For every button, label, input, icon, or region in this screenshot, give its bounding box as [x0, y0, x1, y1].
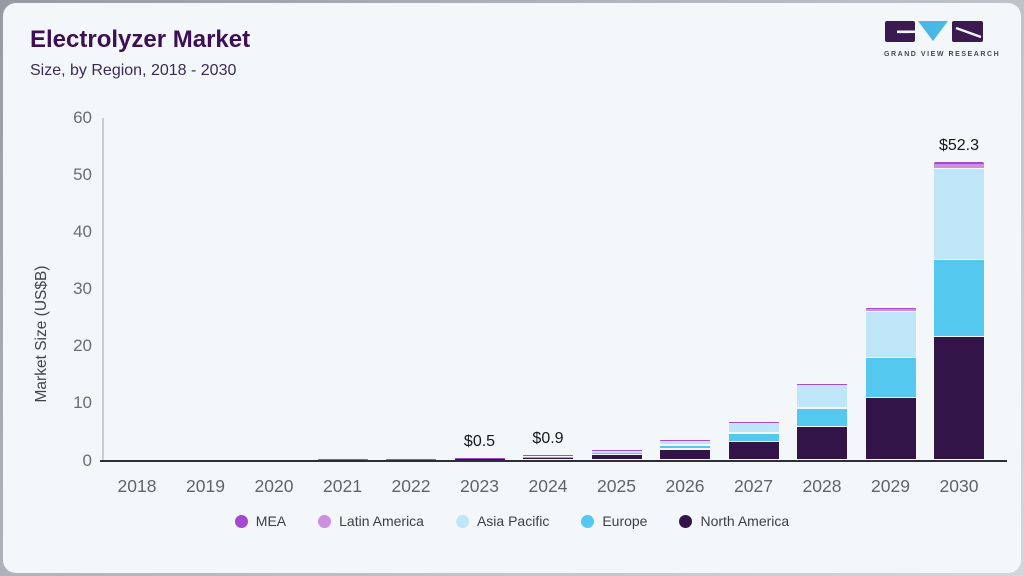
x-tick-label-2026: 2026	[665, 476, 705, 496]
bar-segment-europe-2024	[523, 456, 573, 458]
bar-segment-mea-2025	[591, 450, 642, 452]
gvr-logo-icon	[885, 21, 983, 42]
bar-segment-latin-america-2030	[934, 163, 984, 169]
bar-segment-mea-2022	[386, 458, 436, 460]
legend-dot-icon	[581, 514, 595, 528]
bar-segment-north-america-2029	[865, 397, 916, 460]
bar-segment-mea-2024	[523, 455, 573, 457]
bar-segment-europe-2028	[797, 408, 847, 427]
legend-label: North America	[700, 513, 790, 529]
x-tick-label-2027: 2027	[734, 476, 773, 496]
bar-segment-asia-pacific-2026	[660, 439, 710, 445]
y-axis-line	[102, 118, 104, 461]
x-tick-label-2023: 2023	[460, 476, 499, 496]
x-tick-label-2020: 2020	[254, 476, 294, 496]
bar-value-label-2024: $0.9	[532, 430, 564, 448]
bar-segment-europe-2029	[865, 357, 916, 397]
page-subtitle: Size, by Region, 2018 - 2030	[30, 62, 237, 79]
x-tick-label-2025: 2025	[597, 476, 636, 496]
bar-segment-mea-2029	[865, 308, 916, 309]
legend-item-north-america: North America	[679, 513, 789, 529]
gvr-logo: GRAND VIEW RESEARCH	[884, 20, 1001, 58]
legend-label: MEA	[255, 513, 287, 529]
legend-label: Europe	[602, 513, 648, 529]
x-axis-line	[100, 459, 1007, 462]
bar-value-label-2023: $0.5	[463, 432, 496, 450]
bar-segment-mea-2030	[934, 161, 984, 164]
bar-segment-north-america-2025	[591, 454, 642, 460]
x-tick-label-2024: 2024	[528, 476, 568, 496]
legend-dot-icon	[318, 514, 332, 528]
legend-dot-icon	[455, 514, 469, 528]
bar-segment-mea-2026	[660, 439, 710, 441]
bar-segment-europe-2025	[591, 452, 642, 455]
legend-item-latin-america: Latin America	[318, 513, 424, 529]
bar-segment-north-america-2026	[660, 449, 710, 460]
chart-card	[3, 3, 1021, 573]
bar-segment-north-america-2030	[934, 337, 984, 460]
bar-segment-asia-pacific-2028	[797, 384, 847, 408]
gvr-logo-caption: GRAND VIEW RESEARCH	[884, 51, 1001, 58]
x-tick-label-2021: 2021	[323, 476, 362, 496]
bar-segment-mea-2023	[454, 457, 505, 459]
legend-item-mea: MEA	[234, 513, 287, 529]
y-tick-label: 0	[82, 450, 92, 470]
bar-segment-north-america-2024	[523, 457, 573, 460]
x-tick-label-2030: 2030	[939, 476, 979, 496]
y-tick-label: 50	[73, 165, 92, 185]
y-tick-label: 10	[73, 393, 92, 413]
bar-segment-europe-2030	[934, 260, 984, 336]
bar-segment-north-america-2028	[797, 427, 847, 460]
bar-segment-europe-2026	[660, 445, 710, 449]
bar-segment-north-america-2027	[728, 442, 779, 460]
legend-dot-icon	[234, 514, 248, 528]
x-tick-label-2018: 2018	[117, 476, 157, 496]
y-tick-label: 60	[73, 108, 92, 127]
bar-value-label-2030: $52.3	[938, 136, 980, 154]
x-tick-label-2029: 2029	[871, 476, 910, 496]
bar-segment-asia-pacific-2029	[865, 312, 916, 357]
legend-label: Latin America	[339, 513, 424, 529]
bar-segment-mea-2028	[797, 383, 847, 385]
legend-item-europe: Europe	[581, 513, 647, 529]
legend-dot-icon	[679, 514, 693, 528]
bar-segment-europe-2023	[454, 458, 505, 460]
bar-segment-asia-pacific-2027	[728, 422, 779, 433]
bar-segment-asia-pacific-2025	[591, 450, 642, 453]
y-tick-label: 20	[73, 336, 92, 356]
bar-segment-asia-pacific-2030	[934, 169, 984, 259]
y-tick-label: 30	[73, 279, 92, 299]
x-tick-label-2019: 2019	[186, 476, 225, 496]
legend-item-asia-pacific: Asia Pacific	[455, 513, 550, 529]
x-tick-label-2028: 2028	[802, 476, 842, 496]
page-title: Electrolyzer Market	[30, 26, 251, 53]
bar-segment-latin-america-2029	[865, 308, 916, 311]
y-tick-label: 40	[73, 222, 92, 242]
chart-legend: MEA Latin America Asia Pacific Europe North …	[0, 513, 1024, 529]
bar-segment-mea-2027	[728, 422, 779, 424]
legend-label: Asia Pacific	[476, 513, 550, 529]
x-tick-label-2022: 2022	[391, 476, 431, 496]
bar-segment-europe-2027	[728, 433, 779, 442]
